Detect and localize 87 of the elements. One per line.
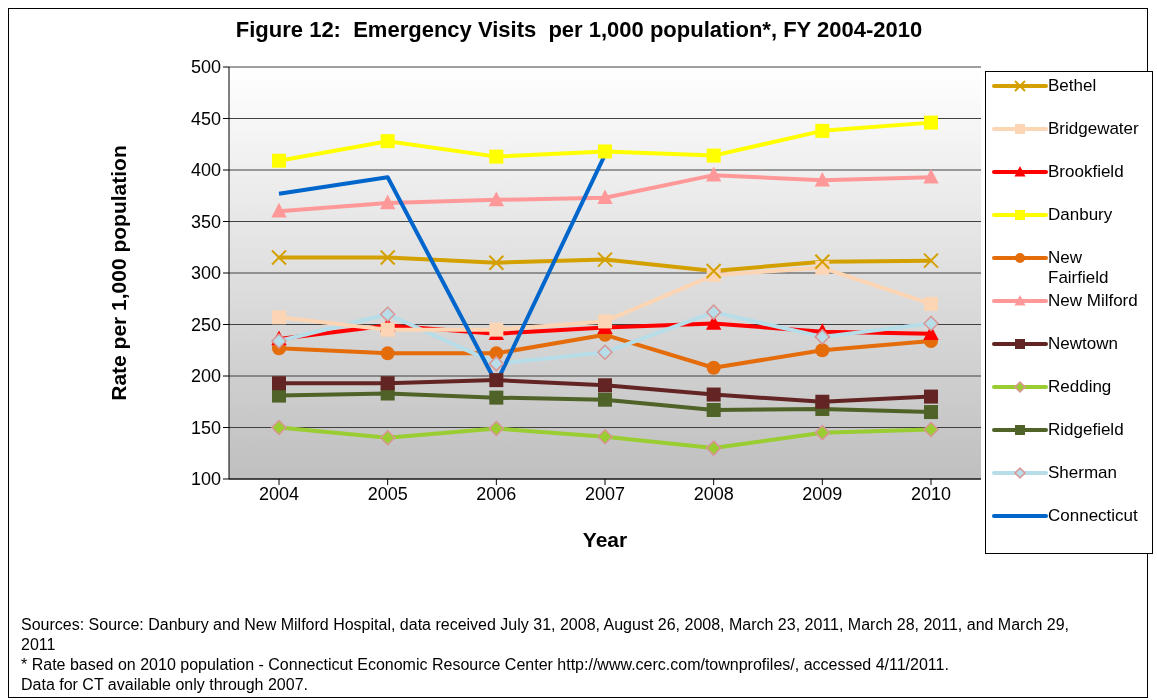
point — [488, 355, 505, 372]
point — [380, 134, 395, 149]
point — [706, 360, 721, 375]
x-tick-label: 2005 — [367, 483, 408, 504]
point — [597, 344, 613, 361]
point — [923, 168, 939, 184]
point — [815, 343, 830, 358]
point — [705, 166, 722, 182]
point — [272, 153, 286, 168]
point — [272, 376, 286, 391]
point — [814, 424, 831, 441]
x-tick-label: 2008 — [693, 483, 734, 504]
y-tick-label: 400 — [190, 160, 221, 181]
legend-label: Sherman — [1048, 463, 1118, 483]
point — [379, 249, 396, 266]
point — [706, 402, 721, 417]
point — [923, 315, 939, 332]
x-tick-label: 2010 — [910, 483, 952, 504]
point — [924, 389, 938, 404]
point — [814, 171, 831, 187]
legend-label: Connecticut — [1048, 506, 1139, 526]
legend-label: Brookfield — [1048, 162, 1125, 182]
y-tick-label: 450 — [190, 108, 221, 129]
legend-label: New Milford — [1048, 291, 1139, 311]
y-tick-label: 150 — [190, 417, 221, 438]
point — [489, 322, 504, 337]
point — [814, 253, 831, 270]
point — [705, 440, 722, 456]
y-tick-label: 250 — [190, 314, 221, 335]
point — [489, 149, 504, 164]
legend-label: Redding — [1048, 377, 1113, 397]
point — [379, 430, 396, 446]
point — [597, 429, 613, 445]
point — [488, 420, 505, 437]
point — [380, 322, 395, 337]
legend-label: Ridgefield — [1048, 420, 1125, 440]
y-tick-label: 350 — [190, 211, 221, 232]
point — [706, 148, 721, 163]
legend-label: New Fairfield — [1048, 248, 1110, 288]
x-tick-label: 2009 — [802, 483, 843, 504]
x-tick-label: 2004 — [258, 483, 300, 504]
x-tick-label: 2006 — [476, 483, 517, 504]
x-tick-label: 2007 — [584, 483, 626, 504]
text: Data for CT available only through 2007. — [21, 675, 309, 695]
point — [706, 387, 721, 402]
text: * Rate based on 2010 population - Connecticut Economic Resource Center http://www.cerc.com/townprofiles/, accessed 4/11/2011. — [21, 655, 950, 675]
point — [598, 144, 612, 159]
legend-label: Bridgewater — [1048, 119, 1140, 139]
point — [705, 304, 722, 320]
point — [598, 392, 612, 407]
legend-label: Newtown — [1048, 334, 1119, 354]
y-tick-label: 300 — [190, 263, 221, 284]
point — [489, 373, 504, 388]
y-tick-label: 200 — [190, 366, 221, 387]
point — [924, 296, 938, 311]
point — [380, 376, 395, 391]
point — [271, 419, 287, 436]
point — [815, 123, 830, 138]
chart-title: Figure 12: Emergency Visits per 1,000 population*, FY 2004-2010 — [234, 17, 924, 43]
legend-label: Danbury — [1048, 205, 1114, 225]
point — [271, 249, 287, 266]
point — [489, 390, 504, 405]
y-tick-label: 500 — [190, 57, 221, 78]
point — [923, 252, 939, 269]
legend-label: Bethel — [1048, 76, 1098, 96]
point — [814, 329, 831, 345]
point — [272, 388, 286, 403]
point — [488, 254, 505, 271]
y-axis-title: Rate per 1,000 population — [107, 145, 131, 401]
point — [705, 262, 722, 279]
point — [272, 310, 286, 325]
point — [379, 194, 396, 210]
source-note: Sources: Source: Danbury and New Milford Hospital, data received July 31, 2008, August 26, 2008, March 23, 2011, March 28, 2011, and March 29, 2011 — [21, 615, 1070, 655]
point — [271, 202, 287, 218]
point — [379, 306, 396, 322]
point — [380, 346, 395, 361]
point — [597, 189, 613, 205]
point — [923, 421, 939, 438]
point — [598, 378, 612, 393]
x-axis-title: Year — [582, 528, 628, 551]
point — [488, 191, 505, 207]
point — [815, 394, 830, 409]
point — [598, 314, 612, 329]
point — [597, 251, 613, 268]
point — [924, 115, 938, 130]
y-tick-label: 100 — [190, 469, 221, 490]
point — [924, 405, 938, 420]
